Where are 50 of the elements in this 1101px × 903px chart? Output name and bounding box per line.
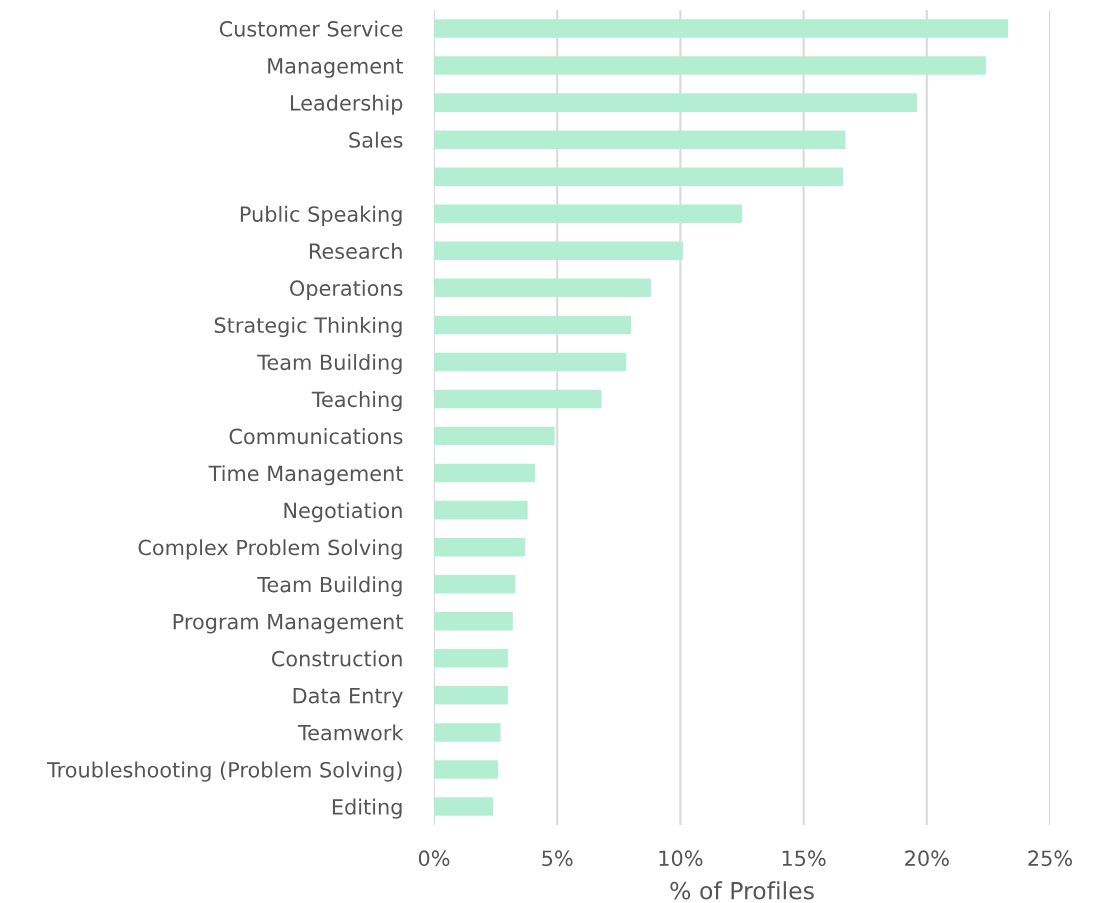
x-tick-label: 20% xyxy=(905,850,949,867)
y-tick-label: Teaching xyxy=(311,391,402,412)
y-tick-label: Teamwork xyxy=(297,724,404,741)
bar xyxy=(434,723,501,742)
bar xyxy=(434,93,917,112)
bar xyxy=(434,204,742,224)
bar xyxy=(434,797,494,816)
bar xyxy=(434,611,513,631)
x-tick-label: 15% xyxy=(782,850,826,867)
y-tick-label: Management xyxy=(268,58,403,78)
y-tick-label: Communications xyxy=(229,428,403,445)
x-tick-label: 25% xyxy=(1028,850,1072,867)
bar xyxy=(434,56,986,75)
bar xyxy=(434,167,844,186)
bar xyxy=(434,278,651,298)
y-tick-label: Public Speaking xyxy=(240,205,402,226)
bar xyxy=(434,352,627,372)
bar xyxy=(434,389,602,409)
y-tick-label: Data Entry xyxy=(293,688,403,708)
y-tick-label: Team Building xyxy=(257,354,402,375)
bar xyxy=(434,760,499,779)
x-tick-label: 10% xyxy=(659,850,703,867)
bar xyxy=(434,537,526,557)
y-tick-label: Leadership xyxy=(290,94,403,115)
bar xyxy=(434,130,846,149)
y-tick-label: Operations xyxy=(290,279,403,301)
y-tick-label: Program Management xyxy=(173,613,403,634)
y-tick-label: Negotiation xyxy=(284,502,402,523)
y-tick-label: Team Building xyxy=(257,576,402,597)
y-tick-label: Sales xyxy=(349,131,403,148)
bar xyxy=(434,315,632,335)
bar xyxy=(434,426,555,446)
x-tick-label: 0% xyxy=(418,850,450,867)
bar xyxy=(434,686,508,705)
y-tick-label: Troubleshooting (Problem Solving) xyxy=(46,761,402,782)
x-tick-label: 5% xyxy=(542,850,573,867)
bar xyxy=(434,463,536,483)
y-tick-label: Research xyxy=(309,242,402,260)
bar xyxy=(434,649,508,668)
y-tick-label: Editing xyxy=(332,798,402,819)
y-tick-label: Customer Service xyxy=(219,20,403,37)
bar xyxy=(434,574,516,594)
y-tick-label: Complex Problem Solving xyxy=(138,539,402,560)
y-tick-label: Time Management xyxy=(208,465,403,486)
bar xyxy=(434,241,683,261)
bar xyxy=(434,19,1009,38)
x-axis-title: % of Profiles xyxy=(670,881,814,900)
y-tick-label: Construction xyxy=(271,650,402,667)
bar xyxy=(434,500,528,520)
y-tick-label: Strategic Thinking xyxy=(214,316,402,338)
